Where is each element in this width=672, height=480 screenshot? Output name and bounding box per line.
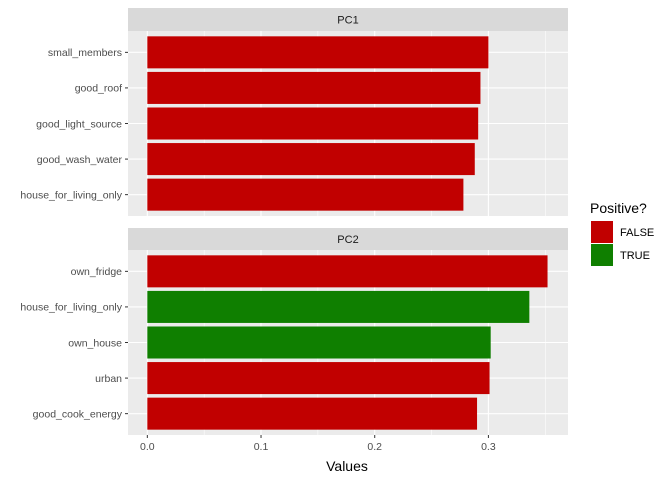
facet-panels: PC1 small_members good_roof good_light_sour… — [20, 8, 568, 435]
legend: Positive? FALSE TRUE — [590, 200, 654, 266]
bar-pc1-small_members — [147, 36, 489, 69]
bar-pc2-good_cook_energy — [147, 397, 478, 430]
legend-title: Positive? — [590, 200, 647, 216]
y-tick-label: small_members — [48, 47, 122, 59]
legend-key-true — [591, 244, 613, 266]
bar-pc2-house_for_living_only — [147, 290, 530, 323]
y-tick-label: house_for_living_only — [20, 189, 122, 201]
facet-strip-label: PC1 — [337, 15, 358, 27]
y-tick-label: house_for_living_only — [20, 302, 122, 314]
bar-pc2-own_house — [147, 326, 491, 359]
y-tick-label: own_fridge — [71, 266, 123, 278]
bar-pc2-urban — [147, 362, 490, 395]
x-tick-label: 0.3 — [481, 441, 496, 453]
facet-panel-pc2: PC2 own_fridge house_for_living_only own_ho… — [20, 228, 568, 435]
bar-pc1-good_wash_water — [147, 143, 475, 176]
x-axis-title: Values — [326, 458, 368, 474]
y-tick-label: good_cook_energy — [33, 408, 123, 420]
y-tick-label: urban — [95, 373, 122, 385]
bar-pc2-own_fridge — [147, 255, 548, 288]
y-tick-label: own_house — [68, 337, 122, 349]
y-tick-label: good_light_source — [36, 118, 122, 130]
facet-strip-label: PC2 — [337, 234, 358, 246]
y-tick-label: good_roof — [75, 83, 122, 95]
x-tick-label: 0.2 — [367, 441, 382, 453]
facet-strip — [128, 8, 568, 31]
legend-label-false: FALSE — [620, 227, 654, 239]
facet-panel-pc1: PC1 small_members good_roof good_light_sour… — [20, 8, 568, 216]
y-tick-label: good_wash_water — [37, 154, 123, 166]
x-tick-label: 0.1 — [254, 441, 269, 453]
bar-pc1-house_for_living_only — [147, 178, 464, 211]
facet-strip — [128, 228, 568, 250]
bar-pc1-good_roof — [147, 71, 481, 104]
legend-label-true: TRUE — [620, 250, 650, 262]
legend-key-false — [591, 221, 613, 243]
bar-pc1-good_light_source — [147, 107, 479, 140]
x-axis: 0.0 0.1 0.2 0.3 — [140, 435, 496, 453]
x-tick-label: 0.0 — [140, 441, 155, 453]
